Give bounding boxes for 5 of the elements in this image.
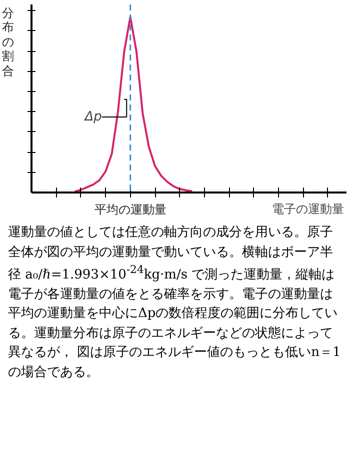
- annotation: Δp: [84, 109, 102, 124]
- y-axis-title: 分布の割合: [2, 6, 14, 78]
- text: 電子の運動量: [272, 201, 344, 218]
- text: 平均の運動量: [94, 202, 166, 216]
- text: 運動量の値としては任意の軸方向の成分を用いる。原子全体が図の平均の運動量で動いている。横軸はボーア半径 a₀/ℏ=1.993×10$^{-24}$kg·m/s で測った運動量，縦軸は電子が各運動量の値をとる確率を示す。電子の運動量は平均の運動量を中心にΔpの数倍程度の範囲に分布している。運動量分布は原子のエネルギーなどの状態によって異なるが， 図は原子のエネルギー値のもっとも低いn＝1の場合である。: [8, 225, 341, 380]
